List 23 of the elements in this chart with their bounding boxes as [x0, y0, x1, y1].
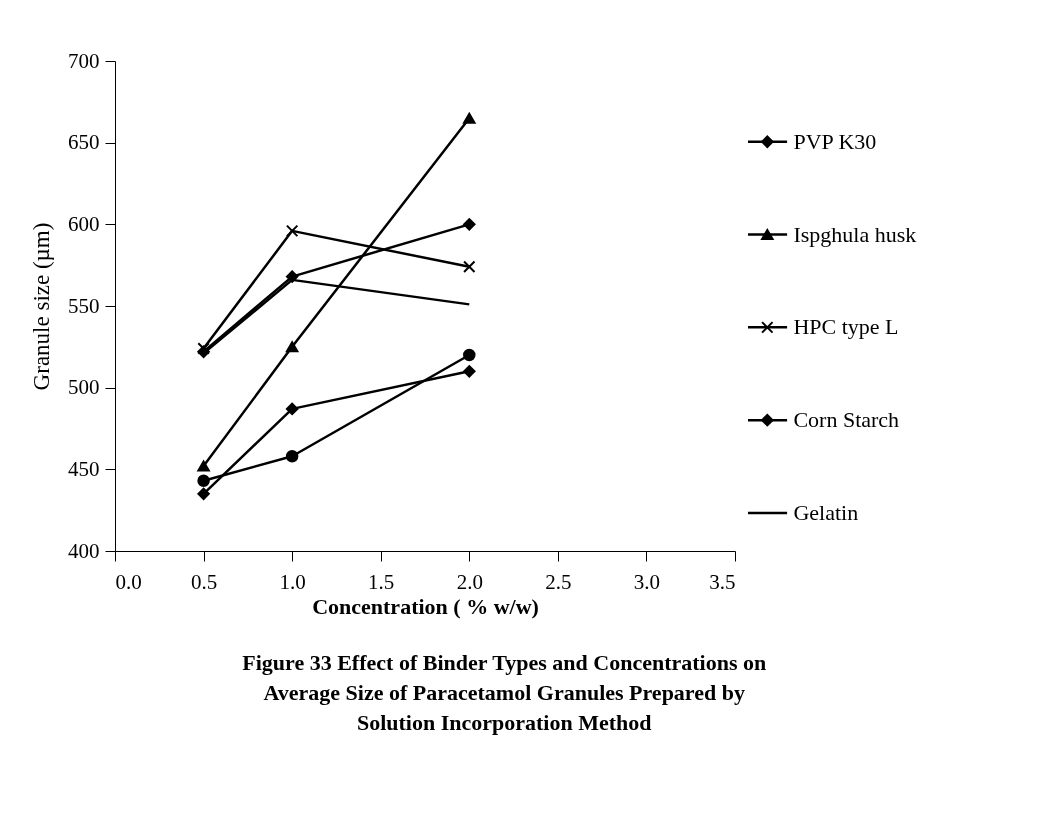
- y-axis-title: Granule size (µm): [29, 222, 54, 391]
- y-tick-label: 550: [68, 293, 100, 318]
- x-tick-label: 1.0: [279, 569, 306, 594]
- x-tick-label: 0.5: [190, 569, 218, 594]
- y-tick-label: 650: [68, 130, 100, 155]
- y-tick-label: 500: [68, 375, 100, 400]
- x-tick-label: 1.5: [368, 569, 395, 594]
- legend-label: Corn Starch: [793, 407, 900, 433]
- x-tick-label: 2.5: [545, 569, 572, 594]
- x-tick-label: 0.0: [115, 569, 142, 594]
- legend-label: HPC type L: [793, 314, 899, 340]
- x-tick-label: 3.0: [633, 569, 661, 594]
- x-tick-label: 2.0: [456, 569, 483, 594]
- x-tick-label: 3.5: [709, 569, 736, 594]
- text: Figure 33 Effect of Binder Types and Concentrations on Average Size of Paracetamol Granules Prepared by Solution Incorporation Method: [242, 650, 767, 735]
- y-tick-label: 700: [68, 48, 100, 73]
- legend-label: Ispghula husk: [793, 221, 917, 247]
- x-axis-title: Concentration ( % w/w): [312, 593, 539, 619]
- y-tick-label: 600: [68, 211, 100, 236]
- y-tick-label: 450: [68, 456, 100, 481]
- legend-label: Gelatin: [793, 499, 859, 525]
- legend-label: PVP K30: [793, 128, 877, 154]
- y-tick-label: 400: [68, 538, 100, 563]
